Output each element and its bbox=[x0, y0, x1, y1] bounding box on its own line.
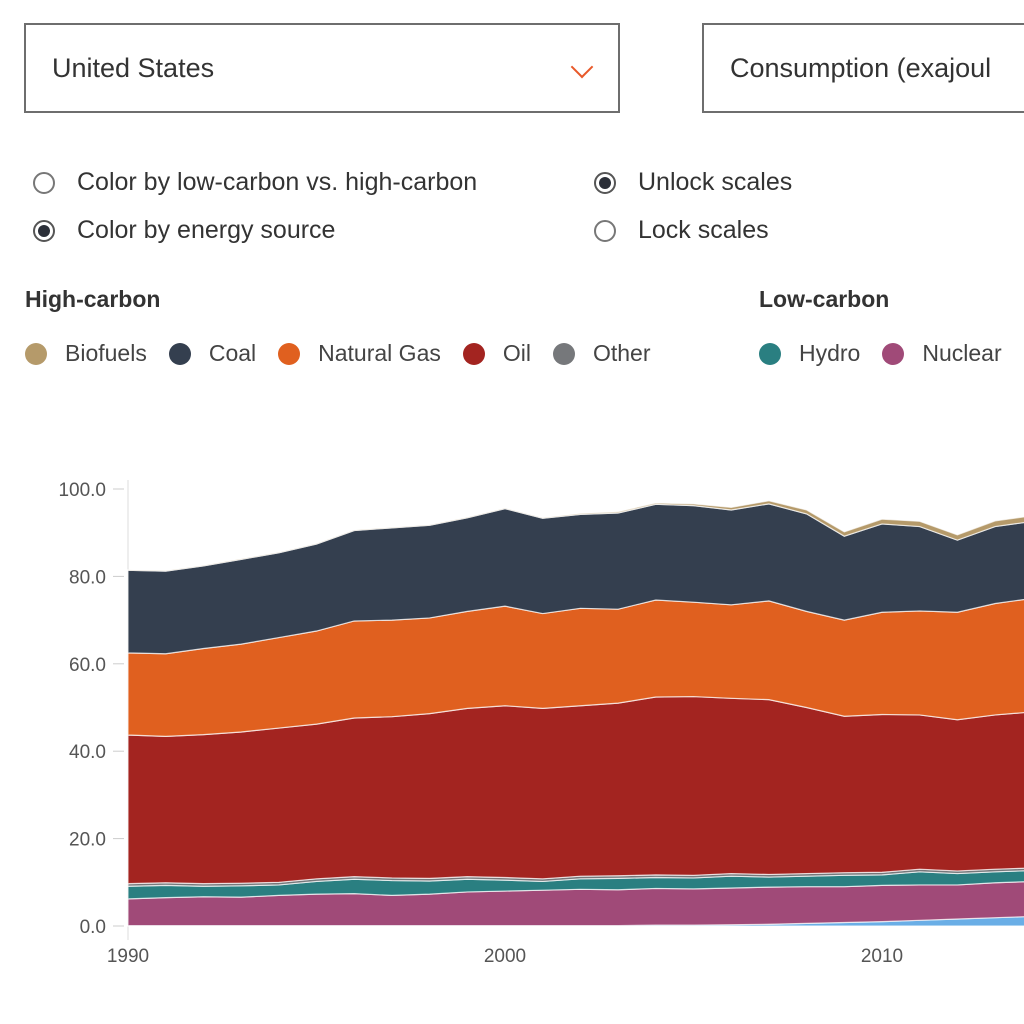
legend-high-carbon: Biofuels Coal Natural Gas Oil Other bbox=[25, 340, 673, 367]
country-select-value: United States bbox=[52, 52, 215, 83]
radio-unselected-icon[interactable] bbox=[594, 219, 616, 242]
legend-label: Other bbox=[592, 340, 651, 366]
radio-label: Unlock scales bbox=[638, 168, 793, 196]
y-tick-label: 60.0 bbox=[69, 655, 106, 676]
country-select[interactable]: United States bbox=[24, 23, 620, 113]
x-tick-label: 1990 bbox=[107, 946, 149, 967]
x-tick-label: 2010 bbox=[861, 946, 903, 967]
legend-label: Nuclear bbox=[922, 340, 1002, 366]
y-tick-label: 0.0 bbox=[80, 917, 106, 938]
radio-label: Lock scales bbox=[638, 216, 769, 244]
y-tick-label: 20.0 bbox=[69, 830, 106, 851]
radio-label: Color by low-carbon vs. high-carbon bbox=[77, 168, 478, 196]
legend-item-other[interactable]: Other bbox=[552, 340, 651, 367]
legend-item-coal[interactable]: Coal bbox=[168, 340, 257, 367]
legend-item-biofuels[interactable]: Biofuels bbox=[25, 340, 147, 367]
radio-lock-scales[interactable]: Lock scales bbox=[594, 216, 769, 245]
metric-select[interactable]: Consumption (exajoul bbox=[702, 23, 1024, 113]
legend-swatch-icon bbox=[552, 342, 575, 365]
legend-low-carbon: Hydro Nuclear bbox=[759, 340, 1024, 367]
radio-unselected-icon[interactable] bbox=[33, 171, 55, 194]
legend-label: Biofuels bbox=[65, 340, 147, 366]
legend-label: Oil bbox=[502, 340, 531, 366]
radio-unlock-scales[interactable]: Unlock scales bbox=[594, 168, 792, 197]
radio-selected-icon[interactable] bbox=[33, 219, 55, 242]
legend-swatch-icon bbox=[25, 342, 47, 365]
area-biofuels bbox=[127, 500, 1024, 572]
y-tick-label: 40.0 bbox=[69, 742, 106, 763]
legend-item-natural-gas[interactable]: Natural Gas bbox=[278, 340, 441, 367]
legend-label: Hydro bbox=[799, 340, 861, 366]
legend-group-low-carbon: Low-carbon bbox=[759, 286, 890, 312]
legend-label: Coal bbox=[208, 340, 257, 366]
legend-label: Natural Gas bbox=[318, 340, 441, 366]
legend-item-nuclear[interactable]: Nuclear bbox=[882, 340, 1002, 367]
legend-swatch-icon bbox=[759, 342, 781, 365]
legend-swatch-icon bbox=[882, 342, 905, 365]
radio-label: Color by energy source bbox=[77, 216, 336, 244]
legend-swatch-icon bbox=[278, 342, 301, 365]
radio-selected-icon[interactable] bbox=[594, 171, 616, 194]
radio-color-energy-source[interactable]: Color by energy source bbox=[33, 216, 335, 245]
legend-swatch-icon bbox=[462, 342, 485, 365]
radio-color-low-high-carbon[interactable]: Color by low-carbon vs. high-carbon bbox=[33, 168, 477, 197]
legend-group-high-carbon: High-carbon bbox=[25, 286, 161, 312]
y-tick-label: 80.0 bbox=[69, 567, 106, 588]
legend-item-oil[interactable]: Oil bbox=[462, 340, 531, 367]
y-tick-label: 100.0 bbox=[58, 480, 106, 501]
legend-swatch-icon bbox=[168, 342, 191, 365]
x-tick-label: 2000 bbox=[484, 946, 526, 967]
legend-item-hydro[interactable]: Hydro bbox=[759, 340, 860, 367]
metric-select-value: Consumption (exajoul bbox=[730, 52, 992, 83]
